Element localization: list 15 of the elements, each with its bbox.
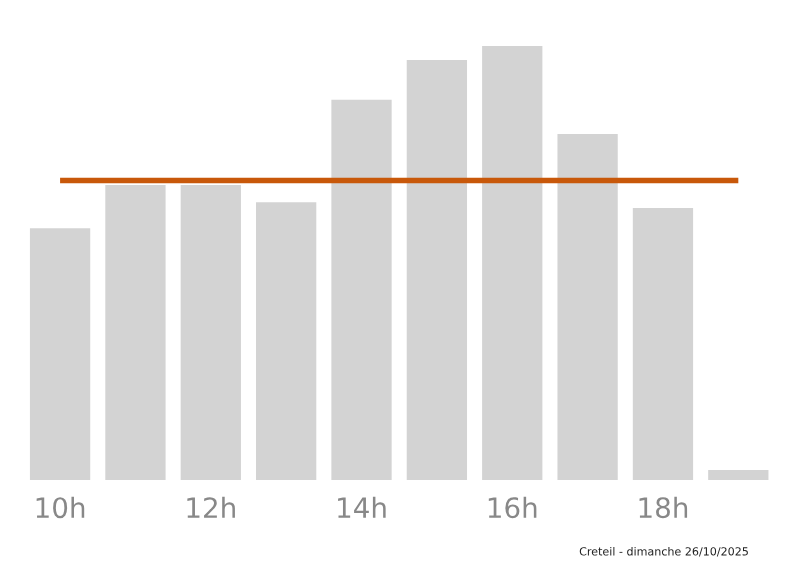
bar [406,59,468,480]
x-tick-label: 16h [488,496,537,519]
bar [482,46,543,480]
x-tick-label: 14h [338,496,386,518]
bar [105,184,166,480]
bar [256,202,317,480]
x-tick-label: 12h [187,496,235,518]
bar [557,134,618,480]
bar [331,99,392,480]
bar [180,184,241,480]
bar [29,228,91,480]
bar [708,470,769,480]
bar [632,207,694,480]
x-tick-label: 10h [36,496,85,519]
x-tick-label: 18h [639,496,688,519]
